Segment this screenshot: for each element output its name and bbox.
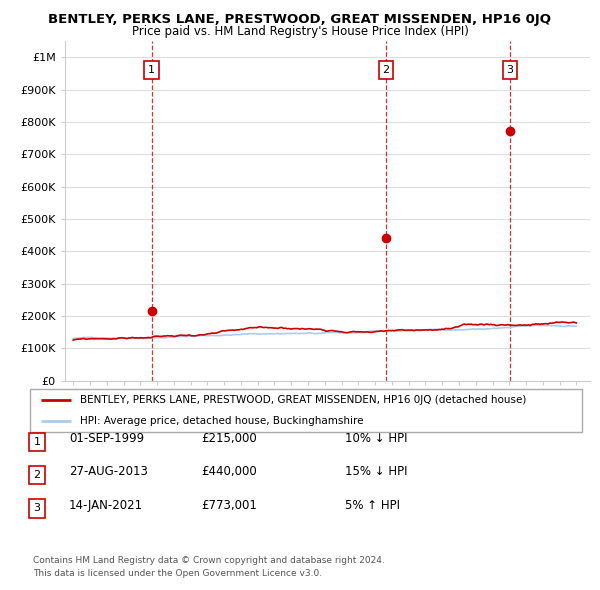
Text: 3: 3: [506, 65, 514, 76]
Text: 1: 1: [148, 65, 155, 76]
Text: 01-SEP-1999: 01-SEP-1999: [69, 432, 144, 445]
Text: 1: 1: [34, 437, 41, 447]
Text: 2: 2: [34, 470, 41, 480]
Text: £215,000: £215,000: [201, 432, 257, 445]
Text: £440,000: £440,000: [201, 466, 257, 478]
Text: Price paid vs. HM Land Registry's House Price Index (HPI): Price paid vs. HM Land Registry's House …: [131, 25, 469, 38]
Text: HPI: Average price, detached house, Buckinghamshire: HPI: Average price, detached house, Buck…: [80, 417, 363, 426]
Text: BENTLEY, PERKS LANE, PRESTWOOD, GREAT MISSENDEN, HP16 0JQ: BENTLEY, PERKS LANE, PRESTWOOD, GREAT MI…: [49, 13, 551, 26]
Text: £773,001: £773,001: [201, 499, 257, 512]
Text: 15% ↓ HPI: 15% ↓ HPI: [345, 466, 407, 478]
Text: 2: 2: [382, 65, 389, 76]
Text: 27-AUG-2013: 27-AUG-2013: [69, 466, 148, 478]
Text: 3: 3: [34, 503, 41, 513]
Text: This data is licensed under the Open Government Licence v3.0.: This data is licensed under the Open Gov…: [33, 569, 322, 578]
FancyBboxPatch shape: [30, 389, 582, 432]
Text: 14-JAN-2021: 14-JAN-2021: [69, 499, 143, 512]
Text: 5% ↑ HPI: 5% ↑ HPI: [345, 499, 400, 512]
Text: Contains HM Land Registry data © Crown copyright and database right 2024.: Contains HM Land Registry data © Crown c…: [33, 556, 385, 565]
Text: 10% ↓ HPI: 10% ↓ HPI: [345, 432, 407, 445]
Text: BENTLEY, PERKS LANE, PRESTWOOD, GREAT MISSENDEN, HP16 0JQ (detached house): BENTLEY, PERKS LANE, PRESTWOOD, GREAT MI…: [80, 395, 526, 405]
